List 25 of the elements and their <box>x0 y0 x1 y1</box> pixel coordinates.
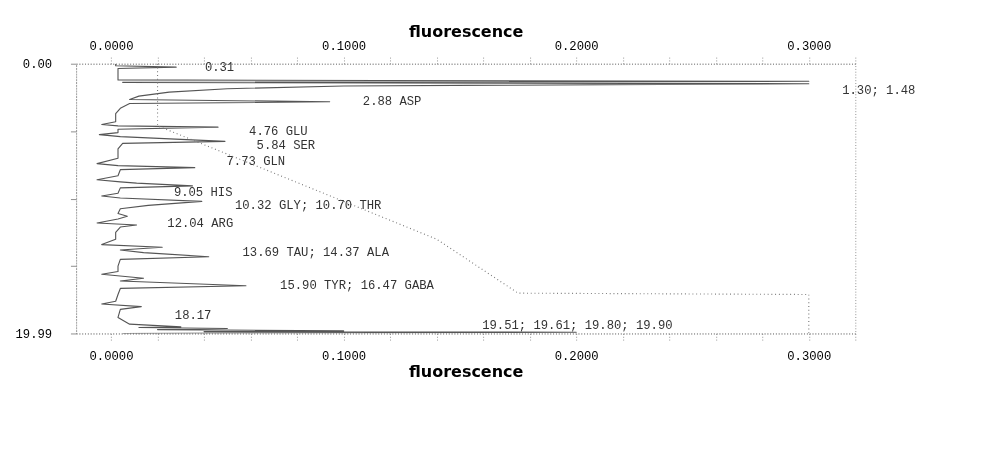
annotation: 19.51; 19.61; 19.80; 19.90 <box>482 318 673 333</box>
x-tick-label: 0.1000 <box>322 40 367 55</box>
y-tick-label: 0.00 <box>22 57 53 72</box>
annotation: 18.17 <box>174 309 212 324</box>
x2-axis-title: fluorescence <box>409 21 524 41</box>
x2-tick-label: 0.3000 <box>787 350 832 365</box>
y-tick-label: 19.99 <box>15 327 53 342</box>
x-axis-title: fluorescence <box>409 362 524 382</box>
x2-tick-label: 0.2000 <box>554 350 599 365</box>
x-tick-label: 0.3000 <box>787 40 832 55</box>
annotation: 4.76 GLU <box>249 125 308 140</box>
annotation: 12.04 ARG <box>167 217 234 232</box>
annotation: 10.32 GLY; 10.70 THR <box>234 199 383 214</box>
annotation: 2.88 ASP <box>362 95 422 110</box>
annotation: 0.31 <box>204 61 235 76</box>
annotation: 9.05 HIS <box>173 186 233 201</box>
x-tick-label: 0.0000 <box>89 40 134 55</box>
x2-tick-label: 0.0000 <box>89 350 134 365</box>
x-tick-label: 0.2000 <box>554 40 599 55</box>
annotation: 5.84 SER <box>256 139 316 154</box>
annotation: 13.69 TAU; 14.37 ALA <box>242 246 390 261</box>
annotation: 15.90 TYR; 16.47 GABA <box>280 279 435 294</box>
annotation: 1.30; 1.48 <box>842 83 916 98</box>
annotation: 7.73 GLN <box>226 155 286 170</box>
x2-tick-label: 0.1000 <box>322 350 367 365</box>
